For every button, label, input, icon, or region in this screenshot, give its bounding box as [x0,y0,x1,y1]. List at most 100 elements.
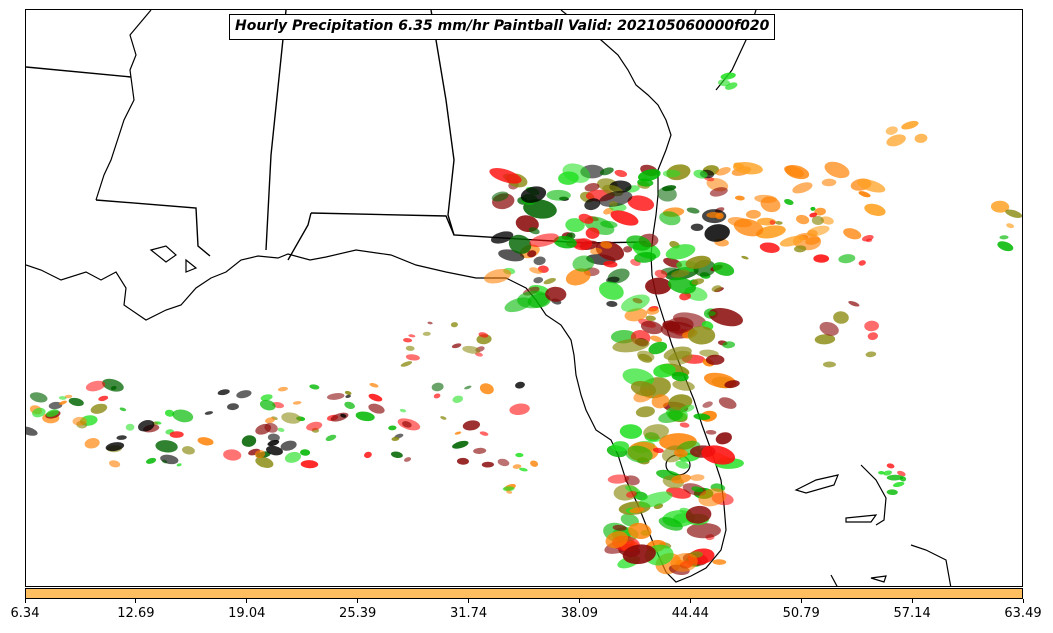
precip-blob [484,268,512,284]
precip-blob [603,260,618,268]
precip-blob [391,436,400,441]
precip-blob [810,206,816,211]
precip-blob [814,334,836,345]
precip-blob [325,434,337,442]
precip-blob [520,186,547,203]
precip-blob [687,326,716,345]
colorbar-tick-label: 63.49 [1004,606,1042,621]
map-panel[interactable] [25,9,1023,587]
precip-blob [645,315,656,322]
precip-blob [481,461,494,468]
precip-blob [733,218,764,237]
precip-blob [759,242,780,253]
precip-blob [172,409,194,423]
precip-blob [506,490,513,494]
precip-blob [509,403,530,416]
precip-blob [706,211,721,218]
precip-blob [533,277,544,284]
precip-blob [653,363,676,378]
precip-blob [886,134,906,147]
precip-blob [843,228,862,240]
precip-blob [68,397,84,407]
precip-blob [722,341,736,349]
precip-blob [585,227,600,239]
precip-blob [883,470,892,476]
precip-blob [690,474,705,481]
precip-blob [254,450,266,459]
precip-blob [1006,223,1015,229]
precip-blob [715,167,731,176]
precip-blob [634,252,657,263]
precip-blob [693,169,708,179]
precip-blob [864,320,880,332]
precip-blob [553,235,577,249]
precip-blob [990,200,1010,213]
precip-blob [625,485,641,494]
precip-blob [138,419,155,432]
precip-blob [806,225,830,237]
precip-blob [999,235,1009,240]
precip-blob [59,400,67,405]
precip-blob [718,397,737,409]
precip-blob [565,218,585,233]
precip-blob [598,281,624,300]
precip-blob [565,268,591,286]
precip-blob [824,161,850,179]
precip-blob [84,438,100,449]
precip-blob [626,235,652,251]
map-title: Hourly Precipitation 6.35 mm/hr Paintbal… [229,14,776,40]
precip-blob [712,262,735,276]
precip-blob [280,440,297,451]
precip-blob [454,431,462,435]
precip-blob [640,320,663,335]
precip-blob [626,490,637,498]
precip-blob [427,321,433,325]
precip-blob [155,440,178,453]
precip-blob [145,457,157,464]
precip-blob [623,246,633,253]
precip-blob [680,404,695,413]
precip-blob [64,394,73,399]
precip-blob [605,531,629,549]
precip-blob [997,241,1014,252]
precip-blob [671,474,692,484]
precip-blob [464,385,472,390]
precip-blob [26,426,38,436]
precip-blob [292,401,302,405]
colorbar-tick-label: 44.44 [671,606,709,621]
precip-blob [702,401,713,408]
precip-blob [48,401,63,410]
precip-blob [659,211,681,226]
precip-blob [98,395,109,402]
coastline [26,10,952,586]
precip-blob [717,79,731,87]
precip-blob [706,311,716,317]
precip-blob [403,338,413,343]
precip-blob [217,389,230,396]
precip-blob [708,307,743,327]
precip-blob [478,332,489,338]
precip-blob [724,380,740,389]
precip-blob [686,522,722,539]
precip-blob [340,413,347,418]
precip-blob [701,445,736,465]
precip-blob [109,460,121,468]
precip-blob [711,285,722,292]
precip-blob [629,507,645,514]
precip-blob [452,395,464,403]
precip-blob [404,457,412,462]
precip-blob [658,517,683,531]
precip-blob [833,311,849,324]
precip-blob [300,449,311,456]
precip-blob [227,403,239,411]
precip-blob [698,488,727,507]
precip-blob [519,467,528,472]
precip-blob [508,234,532,254]
precip-blob [662,169,681,178]
precip-blob [657,186,677,202]
precip-blob [600,241,613,249]
precip-blob [223,449,242,461]
precip-blob [648,341,668,355]
state-borders [26,10,647,261]
colorbar [25,588,1023,599]
